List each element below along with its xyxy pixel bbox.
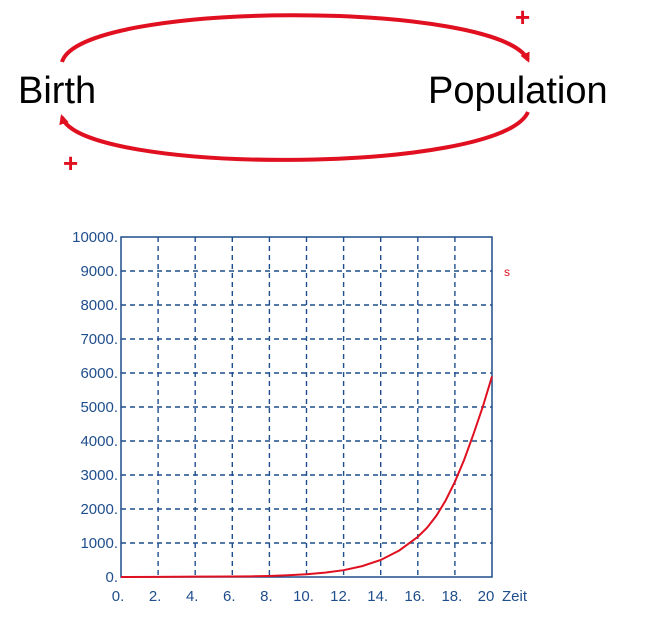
y-tick-label: 0. <box>105 569 118 586</box>
birth-to-population-arrow <box>60 13 530 63</box>
x-tick-label: 10. <box>293 588 314 605</box>
x-tick-label: 8. <box>260 588 273 605</box>
x-tick-label: 6. <box>223 588 236 605</box>
x-tick-label: 16. <box>404 588 425 605</box>
population-node-label: Population <box>428 70 608 112</box>
y-tick-label: 8000. <box>80 297 118 314</box>
series-line-s <box>120 376 493 578</box>
y-tick-label: 4000. <box>80 433 118 450</box>
y-tick-label: 2000. <box>80 501 118 518</box>
x-tick-label: 4. <box>186 588 199 605</box>
positive-polarity-sign-top: + <box>515 2 531 32</box>
plot-frame <box>120 236 493 578</box>
x-tick-label: 14. <box>367 588 388 605</box>
y-tick-label: 6000. <box>80 365 118 382</box>
chart-canvas: 0. 1000. 2000. 3000. 4000. 5000. 6000. 7000. 800… <box>72 229 528 605</box>
legend-label-s: s <box>504 265 510 279</box>
feedback-loop-arrows <box>59 13 530 162</box>
causal-loop-diagram: Birth Population + + <box>0 0 664 200</box>
y-tick-label: 1000. <box>80 535 118 552</box>
x-axis-label: Zeit <box>502 588 528 605</box>
y-tick-label: 5000. <box>80 399 118 416</box>
x-tick-label: 20 <box>478 588 495 605</box>
x-tick-label: 0. <box>112 588 125 605</box>
x-tick-label: 18. <box>441 588 462 605</box>
y-tick-label: 10000. <box>72 229 118 246</box>
positive-polarity-sign-bottom: + <box>63 148 79 178</box>
population-to-birth-arrow <box>59 111 530 162</box>
y-tick-label: 7000. <box>80 331 118 348</box>
population-line-chart: 0. 1000. 2000. 3000. 4000. 5000. 6000. 7000. 800… <box>0 215 664 624</box>
y-tick-label: 9000. <box>80 263 118 280</box>
birth-node-label: Birth <box>18 70 97 112</box>
x-tick-label: 2. <box>149 588 162 605</box>
x-tick-label: 12. <box>330 588 351 605</box>
y-tick-label: 3000. <box>80 467 118 484</box>
